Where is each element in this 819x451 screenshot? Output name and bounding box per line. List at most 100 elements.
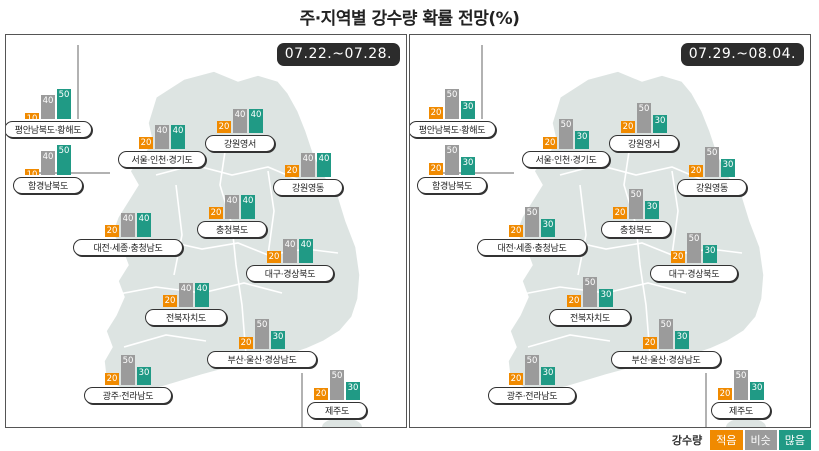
high-value-label: 30	[722, 160, 734, 170]
high-bar: 30	[575, 131, 589, 149]
low-value-label: 10	[26, 114, 38, 124]
region-label: 광주·전라남도	[84, 387, 172, 404]
low-value-label: 20	[430, 108, 442, 118]
similar-bar: 50	[659, 319, 673, 349]
region-label: 충청북도	[197, 221, 267, 238]
region-label: 제주도	[711, 402, 771, 419]
low-value-label: 20	[614, 208, 626, 218]
high-value-label: 30	[646, 202, 658, 212]
high-bar: 30	[541, 367, 555, 385]
high-value-label: 30	[654, 116, 666, 126]
low-bar: 10	[25, 113, 39, 124]
region-label: 대구·경상북도	[246, 265, 334, 282]
high-value-label: 30	[600, 290, 612, 300]
high-bar: 30	[703, 245, 717, 263]
similar-value-label: 50	[122, 356, 134, 366]
high-value-label: 40	[318, 154, 330, 164]
similar-bar: 50	[705, 147, 719, 177]
similar-bar: 50	[525, 207, 539, 237]
high-value-label: 40	[196, 284, 208, 294]
low-bar: 20	[429, 163, 443, 175]
similar-value-label: 50	[688, 234, 700, 244]
region-label: 대전·세종·충청남도	[73, 239, 183, 256]
low-value-label: 20	[140, 138, 152, 148]
low-bar: 20	[509, 225, 523, 237]
low-value-label: 20	[268, 252, 280, 262]
low-bar: 20	[285, 165, 299, 177]
low-value-label: 20	[622, 122, 634, 132]
similar-value-label: 50	[735, 371, 747, 381]
similar-bar: 50	[734, 370, 748, 400]
region-label: 전북자치도	[145, 309, 227, 326]
high-bar: 30	[653, 115, 667, 133]
similar-bar: 40	[283, 239, 297, 263]
similar-value-label: 50	[560, 120, 572, 130]
similar-value-label: 40	[122, 214, 134, 224]
legend: 강수량 적음 비슷 많음	[672, 430, 811, 450]
low-value-label: 20	[568, 296, 580, 306]
low-value-label: 20	[672, 252, 684, 262]
high-value-label: 30	[704, 246, 716, 256]
page-title: 주·지역별 강수량 확률 전망(%)	[299, 9, 520, 29]
region-label: 충청북도	[601, 221, 671, 238]
low-bar: 20	[689, 165, 703, 177]
low-bar: 20	[621, 121, 635, 133]
low-bar: 20	[217, 121, 231, 133]
high-bar: 40	[171, 125, 185, 149]
region-label: 부산·울산·경상남도	[611, 351, 721, 368]
high-bar: 50	[57, 89, 71, 119]
low-bar: 20	[209, 207, 223, 219]
similar-value-label: 40	[42, 96, 54, 106]
low-bar: 20	[718, 388, 732, 400]
region-label: 강원영서	[205, 135, 275, 152]
similar-bar: 50	[687, 233, 701, 263]
region-label: 대전·세종·충청남도	[477, 239, 587, 256]
low-value-label: 20	[164, 296, 176, 306]
high-bar: 30	[599, 289, 613, 307]
high-bar: 30	[461, 157, 475, 175]
low-bar: 20	[267, 251, 281, 263]
similar-bar: 40	[155, 125, 169, 149]
low-bar: 20	[163, 295, 177, 307]
region-label: 부산·울산·경상남도	[207, 351, 317, 368]
similar-value-label: 40	[302, 154, 314, 164]
high-value-label: 40	[300, 240, 312, 250]
high-value-label: 40	[250, 110, 262, 120]
high-value-label: 40	[138, 214, 150, 224]
similar-value-label: 40	[156, 126, 168, 136]
high-value-label: 30	[542, 368, 554, 378]
high-value-label: 30	[138, 368, 150, 378]
similar-value-label: 50	[256, 320, 268, 330]
high-bar: 30	[461, 101, 475, 119]
region-label: 서울·인천·경기도	[118, 151, 206, 168]
legend-item-low: 적음	[710, 430, 743, 450]
high-bar: 40	[137, 213, 151, 237]
low-value-label: 20	[644, 338, 656, 348]
low-bar: 20	[567, 295, 581, 307]
low-value-label: 20	[106, 374, 118, 384]
region-label: 함경남북도	[13, 177, 83, 194]
similar-bar: 40	[179, 283, 193, 307]
high-value-label: 30	[676, 332, 688, 342]
region-label: 서울·인천·경기도	[522, 151, 610, 168]
high-bar: 30	[271, 331, 285, 349]
high-bar: 40	[317, 153, 331, 177]
similar-bar: 50	[445, 89, 459, 119]
low-value-label: 20	[286, 166, 298, 176]
similar-value-label: 50	[630, 190, 642, 200]
similar-value-label: 40	[284, 240, 296, 250]
high-bar: 30	[750, 382, 764, 400]
high-value-label: 30	[462, 158, 474, 168]
high-bar: 50	[57, 145, 71, 175]
low-value-label: 20	[240, 338, 252, 348]
high-value-label: 40	[242, 196, 254, 206]
similar-value-label: 50	[526, 208, 538, 218]
high-value-label: 30	[542, 220, 554, 230]
similar-value-label: 40	[42, 152, 54, 162]
region-label: 강원영동	[677, 179, 747, 196]
high-bar: 30	[346, 382, 360, 400]
low-bar: 20	[239, 337, 253, 349]
low-bar: 20	[429, 107, 443, 119]
high-bar: 40	[241, 195, 255, 219]
similar-bar: 40	[41, 151, 55, 175]
